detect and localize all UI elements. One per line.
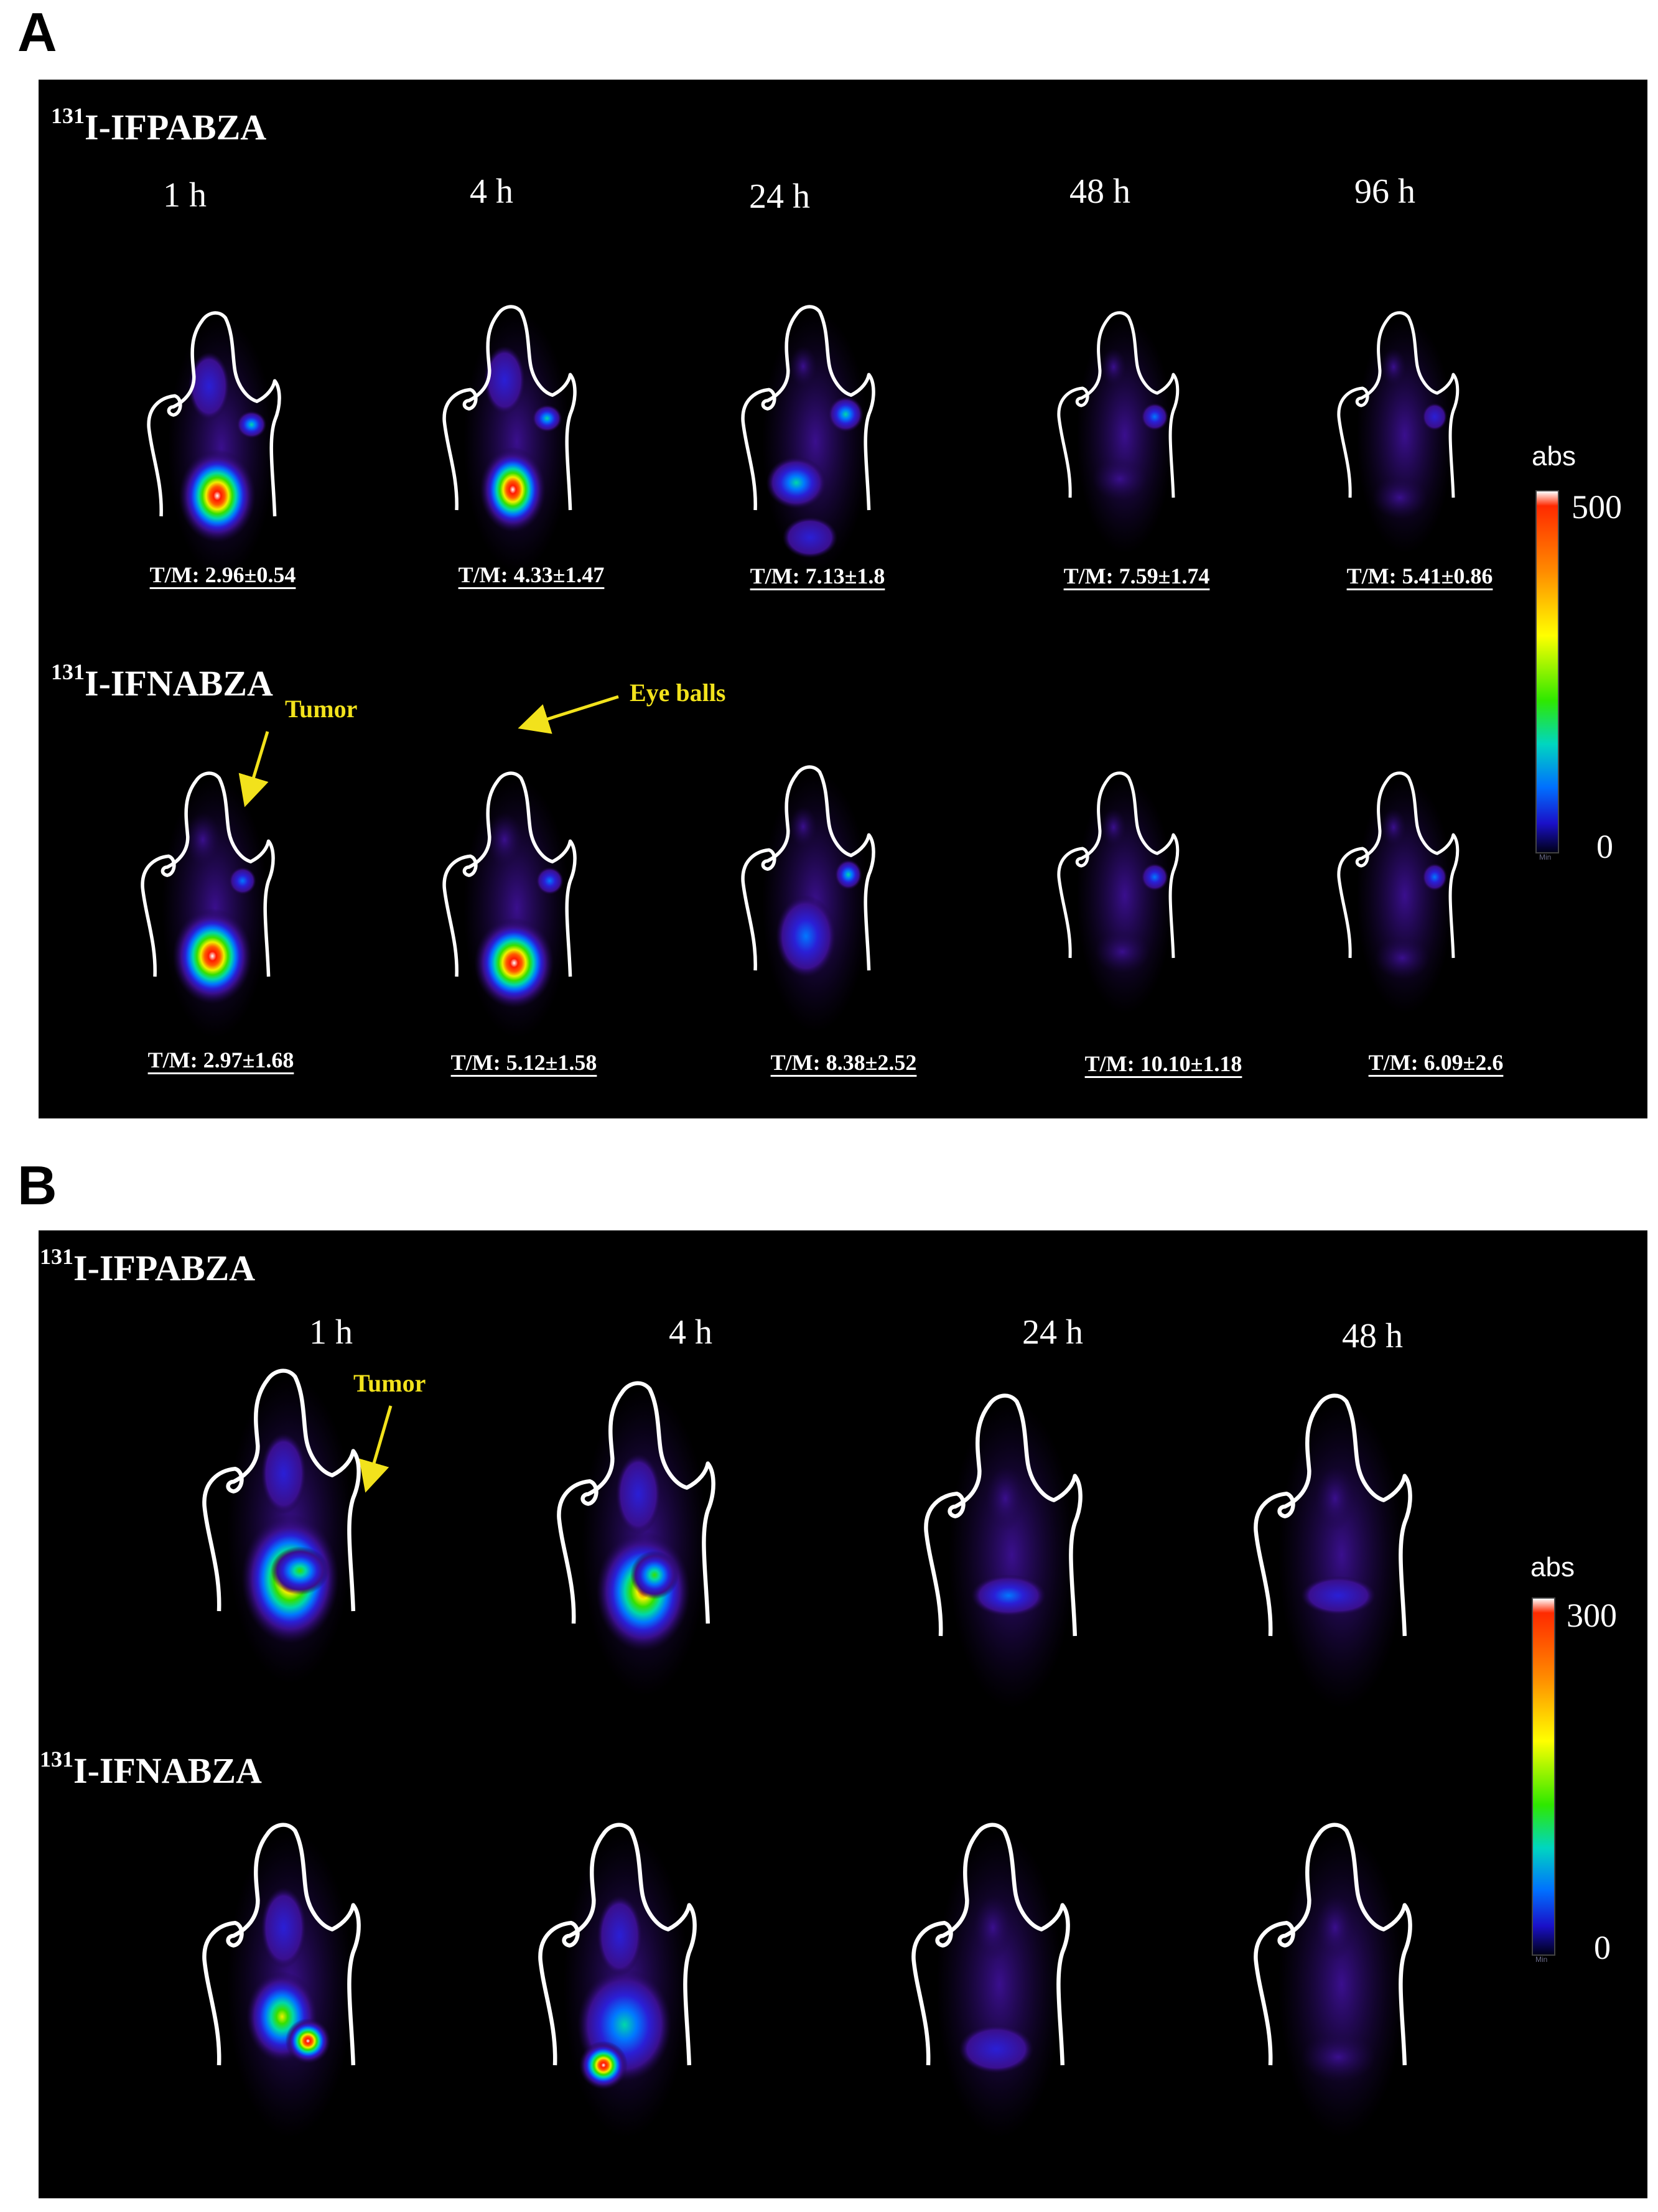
colorbar-unit: abs [1532, 441, 1576, 472]
eye-balls-annotation: Eye balls [630, 679, 726, 707]
tm-ratio-label: T/M: 7.59±1.74 [1063, 564, 1210, 588]
colorbar-b [1532, 1597, 1555, 1956]
tm-ratio-label: T/M: 5.12±1.58 [450, 1050, 597, 1075]
time-label: 48 h [1069, 172, 1130, 211]
colorbar-min: 0 [1596, 828, 1613, 865]
tracer-name: I-IFNABZA [73, 1750, 262, 1791]
annotation-arrows [238, 695, 619, 807]
tumor-arrow [359, 1405, 393, 1493]
time-label: 1 h [309, 1313, 353, 1352]
panel-a-image: 131I-IFPABZA 1 h 4 h 24 h 48 h 96 h T/M:… [39, 80, 1647, 1118]
time-label: 4 h [669, 1313, 712, 1352]
colorbar-min-tag: Min [1535, 1955, 1548, 1964]
time-label: 24 h [749, 177, 810, 216]
time-label: 1 h [163, 176, 207, 215]
eye-balls-arrow [518, 695, 619, 734]
colorbar-max: 300 [1567, 1597, 1617, 1634]
tracer-name: I-IFPABZA [85, 107, 267, 147]
tm-ratio-label: T/M: 6.09±2.6 [1368, 1050, 1504, 1075]
isotope-superscript: 131 [51, 103, 85, 128]
tm-ratio-label: T/M: 10.10±1.18 [1084, 1051, 1242, 1076]
panel-b-image: 131I-IFPABZA 1 h 4 h 24 h 48 h 131I-IFNA… [39, 1230, 1647, 2198]
time-label: 96 h [1354, 172, 1415, 211]
isotope-superscript: 131 [51, 659, 85, 684]
colorbar-max: 500 [1572, 488, 1622, 526]
time-label: 48 h [1342, 1317, 1403, 1355]
tm-ratio-label: T/M: 2.97±1.68 [147, 1048, 294, 1072]
tm-ratio-label: T/M: 5.41±0.86 [1346, 564, 1493, 588]
panel-a-row2-tracer-label: 131I-IFNABZA [51, 661, 273, 702]
panel-b-row1-tracer-label: 131I-IFPABZA [40, 1245, 255, 1286]
isotope-superscript: 131 [40, 1244, 73, 1269]
panel-b-letter: B [17, 1155, 57, 1216]
tracer-name: I-IFPABZA [73, 1248, 256, 1288]
colorbar-a [1535, 490, 1559, 853]
time-label: 4 h [470, 172, 513, 211]
panel-a-letter: A [17, 1, 57, 63]
tumor-annotation: Tumor [353, 1369, 426, 1397]
tumor-annotation: Tumor [285, 695, 358, 723]
annotation-arrows [359, 1405, 393, 1493]
colorbar-unit: abs [1530, 1552, 1575, 1582]
panel-b-row2-tracer-label: 131I-IFNABZA [40, 1748, 262, 1789]
colorbar-min-tag: Min [1539, 853, 1552, 862]
tumor-arrow [238, 731, 269, 807]
panel-a-row1-tracer-label: 131I-IFPABZA [51, 105, 266, 146]
time-label: 24 h [1022, 1313, 1083, 1352]
isotope-superscript: 131 [40, 1747, 73, 1772]
tm-ratio-label: T/M: 8.38±2.52 [770, 1050, 917, 1075]
tracer-name: I-IFNABZA [85, 663, 273, 704]
colorbar-min: 0 [1594, 1929, 1611, 1966]
